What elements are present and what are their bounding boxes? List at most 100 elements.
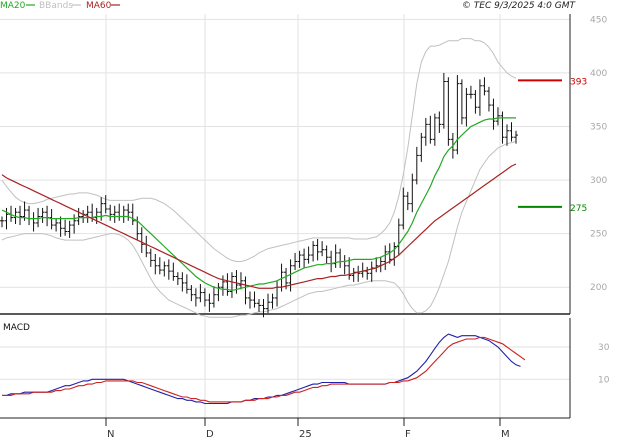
ohlc-bar [112,205,117,223]
copyright-text: © TEC 9/3/2025 4:0 GMT [462,1,577,11]
ohlc-bar [126,203,131,221]
ohlc-bar [468,85,473,99]
ohlc-bar [103,195,108,214]
ohlc-bar [410,173,415,213]
ohlc-bar [238,272,243,290]
ohlc-bar [243,276,248,305]
ohlc-bar [428,115,433,144]
ohlc-bar [491,98,496,130]
series-ma60 [1,163,517,289]
macd-series-1 [2,336,526,403]
ohlc-bar [315,239,320,261]
ohlc-bar [419,132,424,162]
ohlc-bar [293,252,298,271]
ohlc-bar [76,207,81,226]
ohlc-bar [85,205,90,223]
ohlc-bar [18,205,23,226]
ohlc-bar [207,293,212,312]
ohlc-bar [383,245,388,271]
ohlc-bar [229,272,234,298]
y-tick-label: 350 [590,123,607,133]
ohlc-bars [0,72,518,318]
ohlc-bar [67,220,72,238]
ohlc-bar [193,288,198,307]
ohlc-bar [40,207,45,223]
x-axis: N D 25 F M [0,417,570,440]
ohlc-bar [0,216,4,228]
x-tick-label: N [107,429,114,440]
y-tick-label: 10 [598,375,610,385]
ohlc-bar [72,214,77,234]
ohlc-bar [446,77,451,146]
ohlc-bar [171,262,176,281]
ohlc-bar [130,203,135,226]
ohlc-bar [414,146,419,185]
ohlc-bar [365,266,370,280]
y-tick-label: 200 [590,283,607,293]
ohlc-bar [36,207,41,228]
ohlc-bar [189,285,194,302]
ohlc-bar [495,107,500,126]
ohlc-bar [63,219,68,236]
price-panel: 200 250 300 350 400 450 393 275 [0,14,607,318]
ohlc-bar [4,207,9,230]
series-ma20 [1,117,516,292]
y-tick-label: 400 [590,69,607,79]
x-tick-label: 25 [299,429,312,440]
support-label: 275 [570,204,587,214]
ohlc-bar [148,248,153,267]
macd-panel: 10 30 MACD [0,318,610,418]
ohlc-bar [288,259,293,292]
x-tick-label: M [501,429,510,440]
ohlc-bar [473,90,478,114]
price-plot-area [0,14,570,314]
ohlc-bar [166,259,171,280]
resistance-label: 393 [570,77,587,87]
ohlc-bar [261,299,266,318]
y-tick-label: 250 [590,230,607,240]
x-tick-label: D [206,429,214,440]
ohlc-bar [175,272,180,286]
ohlc-bar [202,288,207,307]
ohlc-bar [486,86,491,112]
ohlc-bar [266,293,271,313]
ohlc-bar [500,111,505,144]
ohlc-bar [216,282,221,302]
ohlc-bar [162,261,167,277]
ohlc-bar [184,274,189,294]
ohlc-bar [504,124,509,146]
ohlc-bar [320,241,325,257]
ohlc-bar [225,273,230,296]
ohlc-bar [311,241,316,262]
ohlc-bar [333,244,338,268]
y-tick-label: 300 [590,176,607,186]
ohlc-bar [441,72,446,129]
ohlc-bar [306,246,311,264]
series-bbands-upper [1,38,517,262]
ohlc-bar [459,79,464,125]
ohlc-bar [180,272,185,292]
ohlc-bar [252,291,257,308]
series-bbands-lower [1,141,517,318]
ohlc-bar [220,275,225,296]
macd-plot-area [0,318,570,418]
ohlc-bar [157,257,162,275]
ohlc-bar [324,245,329,264]
ohlc-bar [302,248,307,268]
legend-bbands: BBands [39,1,73,11]
ohlc-bar [423,117,428,146]
y-tick-label: 450 [590,15,607,25]
ohlc-bar [432,113,437,146]
legend-ma20: MA20 [0,1,26,11]
ohlc-bar [139,227,144,253]
ohlc-bar [58,216,63,237]
ohlc-bar [477,79,482,116]
ohlc-bar [247,291,252,309]
ohlc-bar [405,191,410,211]
macd-title: MACD [3,323,30,333]
ohlc-bar [509,122,514,142]
ohlc-bar [54,218,59,232]
ohlc-bar [455,75,460,155]
ohlc-bar [297,250,302,268]
ohlc-bar [464,87,469,127]
